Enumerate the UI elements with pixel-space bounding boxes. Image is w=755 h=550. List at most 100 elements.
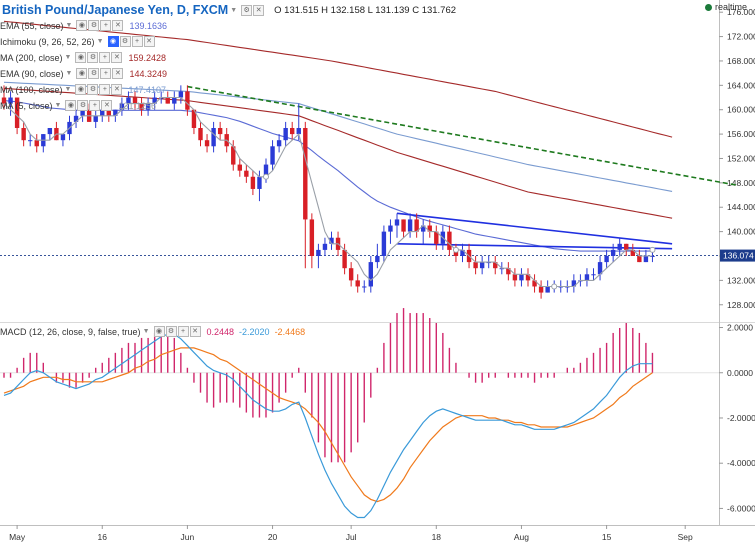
candle-body[interactable] xyxy=(473,262,478,269)
indicator-label[interactable]: EMA (55, close) xyxy=(0,20,64,31)
candle-body[interactable] xyxy=(237,164,242,171)
candle-body[interactable] xyxy=(591,274,596,276)
indicator-dropdown-icon[interactable]: ▼ xyxy=(54,102,62,109)
candle-body[interactable] xyxy=(152,97,157,104)
candle-body[interactable] xyxy=(362,286,367,288)
symbol-title[interactable]: British Pound/Japanese Yen, D, FXCM xyxy=(2,3,229,17)
indicator-add-icon[interactable]: + xyxy=(99,84,111,95)
trendline-upper[interactable] xyxy=(396,212,673,245)
indicator-label[interactable]: MA (100, close) xyxy=(0,84,63,95)
indicator-settings-icon[interactable]: ⚙ xyxy=(119,36,131,47)
candle-body[interactable] xyxy=(525,274,531,281)
candle-body[interactable] xyxy=(132,97,138,104)
candle-body[interactable] xyxy=(427,225,432,232)
candle-body[interactable] xyxy=(283,128,288,141)
candle-body[interactable] xyxy=(493,262,498,269)
indicator-settings-icon[interactable]: ⚙ xyxy=(88,20,100,31)
candle-body[interactable] xyxy=(447,231,452,250)
candle-body[interactable] xyxy=(375,256,380,263)
candle-body[interactable] xyxy=(532,280,537,287)
indicator-dropdown-icon[interactable]: ▼ xyxy=(64,54,72,61)
candle-body[interactable] xyxy=(617,243,622,250)
candle-body[interactable] xyxy=(250,176,256,189)
candle-body[interactable] xyxy=(610,249,616,256)
candle-body[interactable] xyxy=(421,225,426,232)
candle-body[interactable] xyxy=(453,249,459,256)
candle-body[interactable] xyxy=(80,109,85,116)
candle-body[interactable] xyxy=(73,115,79,122)
macd-label[interactable]: MACD (12, 26, close, 9, false, true) xyxy=(0,326,141,337)
indicator-settings-icon[interactable]: ⚙ xyxy=(77,100,89,111)
header-close-icon[interactable]: ✕ xyxy=(253,4,265,16)
candle-body[interactable] xyxy=(630,249,635,256)
macd-visibility-icon[interactable]: ◉ xyxy=(153,326,165,337)
candle-body[interactable] xyxy=(217,128,223,135)
indicator-close-icon[interactable]: ✕ xyxy=(112,68,124,79)
candle-body[interactable] xyxy=(597,262,603,275)
candle-body[interactable] xyxy=(329,237,334,244)
candle-body[interactable] xyxy=(8,97,13,104)
candle-body[interactable] xyxy=(1,97,7,104)
indicator-label[interactable]: MA (5, close) xyxy=(0,100,53,111)
candle-body[interactable] xyxy=(178,91,184,98)
indicator-add-icon[interactable]: + xyxy=(89,100,101,111)
candle-body[interactable] xyxy=(145,103,151,110)
candle-body[interactable] xyxy=(368,262,373,287)
candle-body[interactable] xyxy=(47,128,53,135)
indicator-close-icon[interactable]: ✕ xyxy=(111,84,123,95)
candle-body[interactable] xyxy=(479,262,485,269)
candle-body[interactable] xyxy=(624,243,629,250)
candle-body[interactable] xyxy=(388,225,393,232)
indicator-label[interactable]: Ichimoku (9, 26, 52, 26) xyxy=(0,36,95,47)
indicator-label[interactable]: EMA (90, close) xyxy=(0,68,64,79)
candle-body[interactable] xyxy=(342,249,347,269)
candle-body[interactable] xyxy=(244,170,249,177)
header-settings-icon[interactable]: ⚙ xyxy=(241,4,253,16)
candle-body[interactable] xyxy=(204,140,210,147)
candle-body[interactable] xyxy=(584,274,590,281)
indicator-add-icon[interactable]: + xyxy=(99,52,111,63)
candle-body[interactable] xyxy=(270,146,275,165)
candle-body[interactable] xyxy=(139,103,144,110)
candle-body[interactable] xyxy=(191,109,197,128)
candle-body[interactable] xyxy=(460,249,465,256)
indicator-add-icon[interactable]: + xyxy=(131,36,143,47)
candle-body[interactable] xyxy=(106,109,111,116)
candle-body[interactable] xyxy=(643,256,649,263)
indicator-visibility-icon[interactable]: ◉ xyxy=(65,100,77,111)
trendline-dashed[interactable] xyxy=(187,85,738,187)
candle-body[interactable] xyxy=(211,128,216,147)
candle-body[interactable] xyxy=(394,219,400,226)
macd-settings-icon[interactable]: ⚙ xyxy=(165,326,177,337)
candle-body[interactable] xyxy=(322,243,328,250)
indicator-visibility-icon[interactable]: ◉ xyxy=(75,52,87,63)
indicator-dropdown-icon[interactable]: ▼ xyxy=(65,70,73,77)
candle-body[interactable] xyxy=(257,176,262,189)
candle-body[interactable] xyxy=(126,97,131,104)
indicator-visibility-icon[interactable]: ◉ xyxy=(107,36,119,47)
indicator-settings-icon[interactable]: ⚙ xyxy=(87,52,99,63)
candle-body[interactable] xyxy=(355,280,360,287)
candle-body[interactable] xyxy=(296,128,301,135)
indicator-close-icon[interactable]: ✕ xyxy=(111,52,123,63)
indicator-add-icon[interactable]: + xyxy=(100,68,112,79)
symbol-dropdown-icon[interactable]: ▼ xyxy=(230,6,238,14)
candle-body[interactable] xyxy=(185,91,190,110)
candle-body[interactable] xyxy=(93,115,98,122)
candle-body[interactable] xyxy=(637,256,642,263)
candle-body[interactable] xyxy=(414,219,419,232)
indicator-visibility-icon[interactable]: ◉ xyxy=(76,68,88,79)
indicator-close-icon[interactable]: ✕ xyxy=(112,20,124,31)
indicator-visibility-icon[interactable]: ◉ xyxy=(75,84,87,95)
candle-body[interactable] xyxy=(290,128,295,135)
macd-dropdown-icon[interactable]: ▼ xyxy=(142,328,150,335)
candle-body[interactable] xyxy=(401,219,406,232)
indicator-close-icon[interactable]: ✕ xyxy=(143,36,155,47)
indicator-visibility-icon[interactable]: ◉ xyxy=(76,20,88,31)
candle-body[interactable] xyxy=(14,97,20,128)
candle-body[interactable] xyxy=(303,128,308,220)
candle-body[interactable] xyxy=(407,219,413,232)
candle-body[interactable] xyxy=(100,109,105,116)
indicator-dropdown-icon[interactable]: ▼ xyxy=(96,38,104,45)
